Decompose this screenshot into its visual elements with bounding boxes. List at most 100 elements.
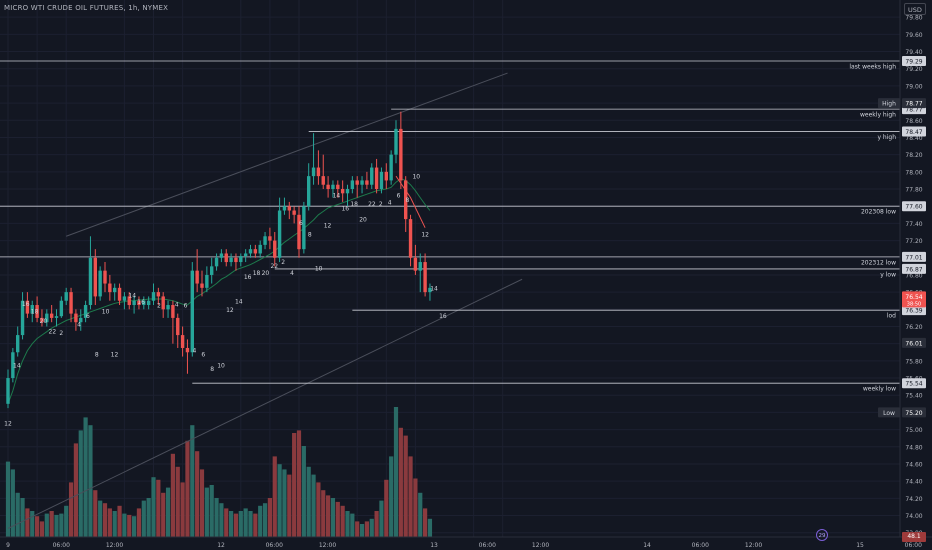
- price-axis-tick: 78.40: [905, 135, 922, 142]
- time-axis-label: 13: [430, 542, 438, 549]
- candle-body: [93, 257, 97, 297]
- volume-bar: [132, 516, 137, 537]
- bar-annotation: 16: [244, 274, 252, 281]
- axis-level-label: 78.47: [905, 129, 922, 136]
- events-badge[interactable]: 29: [816, 529, 828, 541]
- candle-body: [340, 189, 345, 194]
- bar-annotation: 2: [379, 201, 383, 208]
- time-axis-label: 12:00: [106, 542, 123, 549]
- volume-bar: [238, 511, 243, 537]
- candle-body: [117, 287, 122, 301]
- candle-body: [98, 270, 102, 297]
- time-axis-label: 06:00: [53, 542, 70, 549]
- volume-bar: [199, 469, 205, 537]
- candle-body: [331, 184, 335, 190]
- level-line-label: weekly low: [863, 386, 896, 393]
- volume-bar: [59, 513, 64, 537]
- candle-body: [54, 316, 59, 318]
- volume-bar: [98, 500, 103, 537]
- volume-bar: [78, 430, 83, 537]
- candle-body: [307, 176, 311, 207]
- volume-bar: [379, 500, 384, 537]
- candle-body: [365, 180, 369, 185]
- candle-body: [25, 300, 30, 314]
- volume-bar: [35, 516, 40, 537]
- bar-annotation: 6: [184, 303, 188, 310]
- price-axis-tick: 79.40: [905, 49, 922, 56]
- volume-bar: [224, 508, 229, 537]
- axis-level-label: 79.29: [905, 59, 922, 66]
- volume-bar: [233, 513, 239, 537]
- bar-annotation: 12: [111, 352, 119, 359]
- candles: [6, 111, 432, 409]
- bar-annotation: 4: [77, 321, 81, 328]
- bar-annotation: 8: [95, 352, 99, 359]
- bar-annotation: 8: [308, 231, 312, 238]
- volume-bar: [214, 498, 219, 537]
- volume-bar: [209, 485, 214, 537]
- currency-button[interactable]: USD: [904, 3, 926, 15]
- volume-bar: [340, 505, 345, 537]
- bar-annotation: 6: [201, 352, 205, 359]
- candle-body: [180, 335, 185, 348]
- bar-annotation: 16: [137, 299, 145, 306]
- candle-body: [224, 253, 228, 263]
- volume-bar: [15, 492, 20, 537]
- axis-level-label: 77.60: [905, 204, 922, 211]
- candle-body: [190, 270, 194, 353]
- candle-body: [45, 313, 49, 323]
- bar-annotation: 22: [49, 328, 57, 335]
- volume-bar: [190, 425, 195, 537]
- candle-body: [171, 305, 175, 318]
- volume-bar: [292, 433, 297, 537]
- bar-annotation: 16: [439, 313, 447, 320]
- candle-body: [40, 317, 44, 323]
- bar-annotation: 14: [333, 193, 341, 200]
- bar-annotation: 4: [290, 270, 294, 277]
- candle-body: [229, 257, 233, 263]
- volume-last-label: 48.1: [902, 532, 926, 542]
- volume-bar: [180, 482, 185, 537]
- candle-body: [132, 300, 136, 306]
- bar-annotation: 2: [281, 259, 285, 266]
- price-axis-tick: 74.60: [905, 461, 922, 468]
- candle-body: [345, 189, 350, 194]
- volume-bar: [413, 478, 418, 537]
- price-axis-tick: 74.20: [905, 496, 922, 503]
- volume-bars: [5, 407, 433, 537]
- volume-bar: [384, 479, 389, 537]
- volume-bar: [403, 435, 408, 537]
- candle-body: [16, 335, 20, 353]
- candle-body: [214, 257, 219, 267]
- candle-body: [311, 167, 316, 177]
- bar-annotation: 8: [405, 197, 409, 204]
- time-axis-label: 15: [856, 542, 864, 549]
- bar-annotation: 20: [262, 270, 270, 277]
- time-axis-label: 9: [6, 542, 10, 549]
- bar-annotation: 12: [421, 231, 429, 238]
- axis-level-label: 76.87: [905, 266, 922, 273]
- candle-body: [79, 317, 83, 323]
- bar-annotation: 14: [128, 292, 136, 299]
- candle-body: [297, 214, 301, 250]
- volume-bar: [10, 469, 15, 537]
- volume-bar: [350, 513, 355, 537]
- price-axis-tick: 75.80: [905, 358, 922, 365]
- price-axis-tick: 74.40: [905, 479, 922, 486]
- price-axis-tick: 77.40: [905, 221, 922, 228]
- candle-body: [137, 300, 141, 306]
- bar-annotation: 12: [324, 223, 332, 230]
- volume-bar: [389, 456, 394, 537]
- price-axis-tick: 75.40: [905, 393, 922, 400]
- bar-annotation: 20: [40, 318, 48, 325]
- candle-body: [326, 184, 330, 190]
- volume-bar: [73, 443, 78, 537]
- trendline: [7, 278, 523, 529]
- candle-body: [35, 305, 39, 318]
- candle-body: [321, 176, 325, 185]
- candle-body: [30, 305, 34, 314]
- volume-bar: [345, 511, 350, 537]
- volume-bar: [204, 487, 209, 537]
- bar-annotation: 10: [315, 266, 323, 273]
